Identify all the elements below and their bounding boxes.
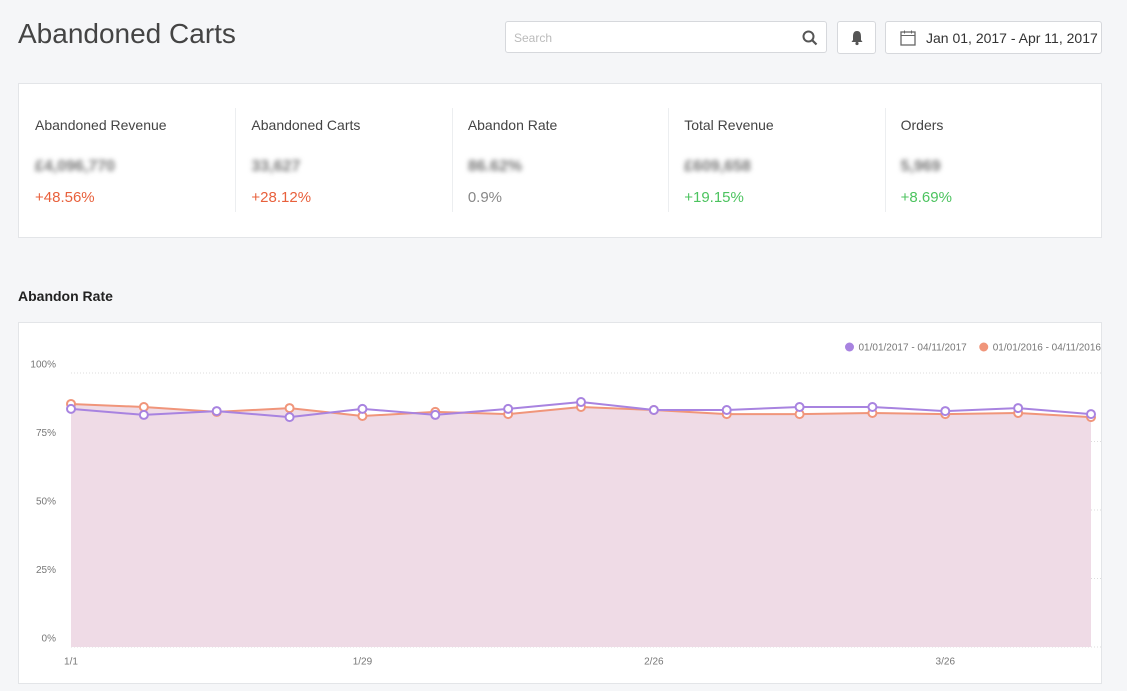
point	[648, 404, 659, 415]
stat-label: Abandon Rate	[467, 117, 558, 133]
date-range-picker[interactable]: Jan 01, 2017 - Apr 11, 2017	[885, 21, 1102, 54]
date-range-text: Jan 01, 2017 - Apr 11, 2017	[926, 30, 1098, 46]
y-tick-label: 0%	[42, 634, 57, 645]
point	[940, 406, 951, 417]
chart-card: 0% 25% 50% 75% 100% 1/1 1/29 2/26 3/26 01/01/2016…	[18, 322, 1102, 684]
y-tick-label: 75%	[36, 428, 56, 439]
x-tick-label: 3/26	[936, 657, 956, 668]
stat: Total Revenue £609,658 +19.15%	[668, 84, 884, 237]
stats-card: Abandoned Revenue £4,096,770 +48.56% Abando…	[18, 83, 1102, 238]
chart-title: Abandon Rate	[18, 288, 113, 304]
point	[66, 403, 76, 414]
x-tick-label: 1/29	[353, 657, 373, 668]
stat-change: +8.69%	[900, 189, 952, 206]
stat-value: £4,096,770	[35, 158, 116, 175]
y-tick-label: 100%	[30, 360, 56, 371]
y-tick-label: 50%	[36, 497, 56, 508]
point	[794, 401, 805, 412]
point	[284, 412, 295, 423]
legend-swatch	[845, 342, 854, 352]
x-tick-label: 1/1	[64, 657, 78, 668]
stat-label: Abandoned Revenue	[35, 117, 167, 133]
point	[1086, 409, 1096, 420]
x-tick-label: 2/26	[644, 657, 664, 668]
stat: Orders 5,969 +8.69%	[884, 84, 1101, 237]
chart: 0% 25% 50% 75% 100% 1/1 1/29 2/26 3/26 01/01/2016…	[30, 342, 1101, 668]
stat-change: +28.12%	[251, 189, 312, 206]
stat-value: £609,658	[684, 158, 751, 175]
point	[284, 403, 295, 414]
page-title: Abandoned Carts	[18, 18, 236, 49]
point	[576, 397, 586, 408]
search-icon	[802, 30, 818, 46]
stat-label: Abandoned Carts	[251, 117, 361, 133]
stat-value: 33,627	[251, 158, 301, 175]
legend-label: 01/01/2016 - 04/11/2016	[993, 343, 1101, 354]
area	[71, 403, 1091, 647]
stat-change: +19.15%	[684, 189, 744, 206]
legend-swatch	[979, 342, 989, 352]
bell-icon	[851, 31, 863, 46]
point	[430, 409, 441, 420]
search-box[interactable]: Search	[505, 21, 827, 53]
stat-change: +48.56%	[35, 189, 95, 206]
point	[138, 401, 149, 412]
stat: Abandon Rate 86.62% 0.9%	[451, 84, 668, 237]
stat-label: Total Revenue	[684, 117, 774, 133]
stat: Abandoned Carts 33,627 +28.12%	[235, 84, 451, 237]
point	[721, 404, 732, 415]
point	[503, 403, 514, 414]
stat-value: 5,969	[900, 158, 941, 175]
notifications-button[interactable]	[837, 21, 876, 54]
calendar-icon	[900, 30, 916, 46]
stat: Abandoned Revenue £4,096,770 +48.56%	[19, 84, 235, 237]
stat-change: 0.9%	[467, 189, 503, 206]
stat-value: 86.62%	[467, 158, 523, 175]
y-tick-label: 25%	[36, 565, 56, 576]
legend-label: 01/01/2017 - 04/11/2017	[859, 343, 968, 354]
point	[867, 401, 878, 412]
point	[1013, 403, 1024, 414]
point	[211, 406, 222, 417]
point	[138, 409, 149, 420]
search-placeholder: Search	[514, 31, 553, 45]
stat-label: Orders	[900, 117, 944, 133]
point	[357, 403, 368, 414]
